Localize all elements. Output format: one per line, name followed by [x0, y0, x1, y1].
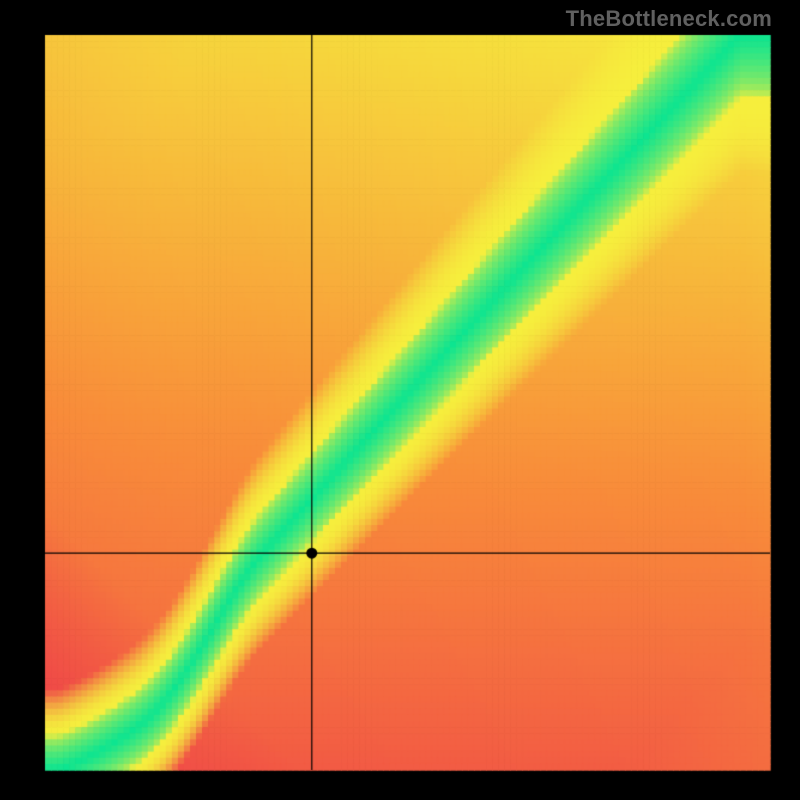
heatmap-canvas [0, 0, 800, 800]
chart-container: TheBottleneck.com [0, 0, 800, 800]
watermark-text: TheBottleneck.com [566, 6, 772, 32]
